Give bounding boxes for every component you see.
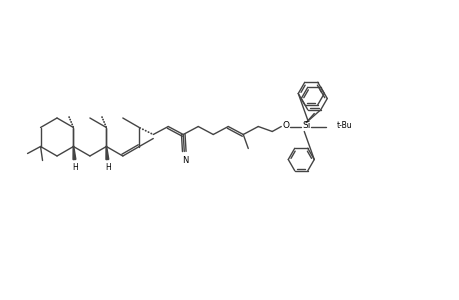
- Text: Si: Si: [302, 121, 310, 130]
- Text: t-Bu: t-Bu: [336, 121, 351, 130]
- Polygon shape: [106, 146, 108, 160]
- Text: H: H: [73, 163, 78, 172]
- Text: O: O: [282, 121, 289, 130]
- Text: N: N: [182, 155, 188, 164]
- Polygon shape: [73, 146, 76, 160]
- Text: H: H: [105, 163, 111, 172]
